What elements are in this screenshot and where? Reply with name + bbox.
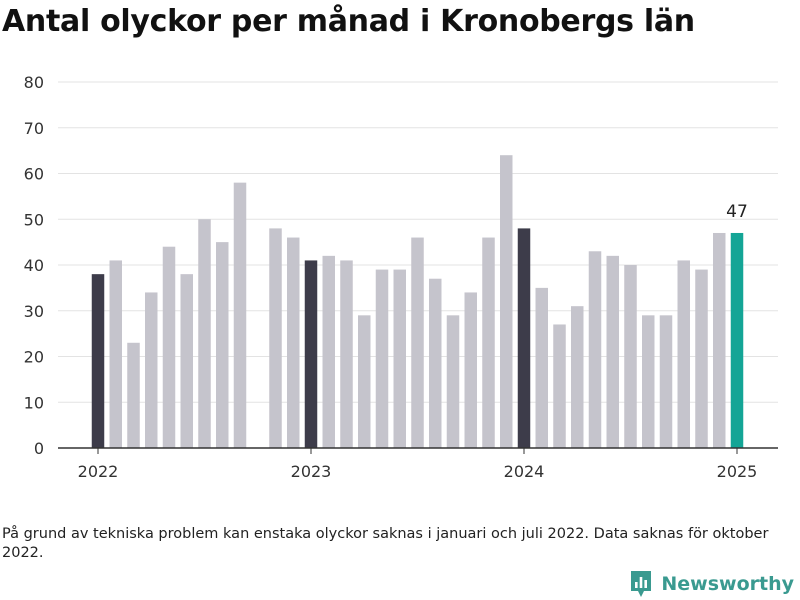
bar-2023-10 <box>464 292 477 448</box>
y-axis-ticks: 0 10 20 30 40 50 60 70 80 <box>24 73 44 458</box>
bar-2024-12 <box>713 232 726 448</box>
y-tick-label: 70 <box>24 119 44 138</box>
bar-2023-11 <box>482 237 495 448</box>
bar-2024-08 <box>642 315 655 448</box>
brand-name: Newsworthy <box>661 573 794 595</box>
bars <box>91 155 744 448</box>
y-tick-label: 10 <box>24 393 44 412</box>
x-axis: 2022 2023 2024 2025 <box>58 447 778 481</box>
y-tick-label: 30 <box>24 302 44 321</box>
bar-2023-09 <box>446 315 460 448</box>
bar-2024-03 <box>553 324 566 448</box>
data-labels: 47 <box>726 202 748 222</box>
x-tick-label: 2022 <box>78 462 119 481</box>
bar-2022-09 <box>233 182 247 448</box>
bar-2022-04 <box>145 292 158 448</box>
chart-title: Antal olyckor per månad i Kronobergs län <box>2 4 695 39</box>
bar-2025-01 <box>730 232 744 448</box>
bar-2024-06 <box>606 255 619 448</box>
bar-2024-09 <box>659 315 673 448</box>
bar-2023-05 <box>375 269 389 448</box>
bar-2024-04 <box>571 306 584 448</box>
bar-2023-02 <box>322 255 335 448</box>
bar-2022-01 <box>91 274 105 448</box>
bar-2023-12 <box>500 155 513 448</box>
bar-2024-02 <box>535 287 548 448</box>
bar-2024-07 <box>624 265 637 448</box>
x-tick-label: 2023 <box>291 462 332 481</box>
bar-2023-04 <box>358 315 371 448</box>
bar-2023-08 <box>429 278 442 448</box>
bar-2024-11 <box>695 269 708 448</box>
x-tick-label: 2025 <box>717 462 758 481</box>
y-tick-label: 50 <box>24 210 44 229</box>
bar-2022-05 <box>162 246 176 448</box>
newsworthy-logo-icon <box>631 571 652 597</box>
bar-2023-06 <box>393 269 406 448</box>
brand-logo[interactable]: Newsworthy <box>629 568 794 600</box>
y-tick-label: 40 <box>24 256 44 275</box>
x-tick-label: 2024 <box>504 462 545 481</box>
y-tick-label: 60 <box>24 165 44 184</box>
bar-2023-01 <box>304 260 318 448</box>
bar-2023-07 <box>411 237 424 448</box>
bar-2022-03 <box>127 342 140 448</box>
bar-2023-03 <box>340 260 353 448</box>
bar-chart: 0 10 20 30 40 50 60 70 80 2022 2023 2024 2025 47 <box>24 73 778 481</box>
bar-2024-01 <box>517 228 531 448</box>
bar-2022-06 <box>180 274 193 448</box>
y-tick-label: 0 <box>34 439 44 458</box>
y-tick-label: 20 <box>24 348 44 367</box>
footnote: På grund av tekniska problem kan enstaka… <box>2 526 769 561</box>
data-label: 47 <box>726 202 748 222</box>
bar-2022-07 <box>198 219 211 448</box>
y-tick-label: 80 <box>24 73 44 92</box>
bar-2024-10 <box>677 260 690 448</box>
bar-2024-05 <box>588 251 602 448</box>
bar-2022-02 <box>109 260 122 448</box>
bar-2022-08 <box>216 242 229 448</box>
bar-2022-12 <box>287 237 300 448</box>
bar-2022-11 <box>269 228 282 448</box>
